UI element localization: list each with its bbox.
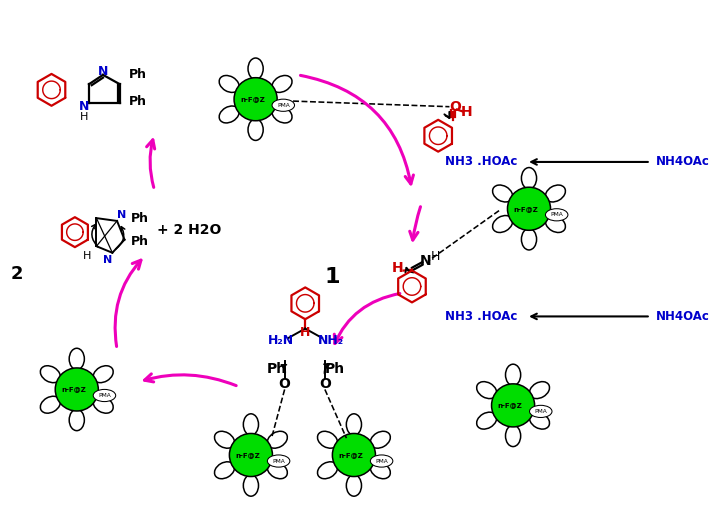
Ellipse shape [506,364,520,385]
Ellipse shape [521,229,537,250]
Text: PMA: PMA [375,458,388,464]
Text: Ph: Ph [131,212,149,224]
Text: O: O [279,377,291,391]
Ellipse shape [40,366,60,383]
Text: H: H [300,326,311,339]
Text: 1: 1 [325,267,340,287]
Text: n-F@Z: n-F@Z [240,96,265,102]
Text: H: H [392,261,403,275]
Ellipse shape [530,382,549,399]
Text: PMA: PMA [535,409,547,414]
Ellipse shape [215,462,235,479]
Ellipse shape [215,431,235,448]
Ellipse shape [370,462,391,479]
Ellipse shape [346,414,362,435]
Text: n-F@Z: n-F@Z [62,386,86,392]
Text: N: N [103,255,112,265]
Ellipse shape [267,462,287,479]
Text: Ph: Ph [325,362,345,376]
Text: H: H [430,250,440,263]
Ellipse shape [318,431,337,448]
Ellipse shape [370,455,393,467]
Circle shape [491,384,535,427]
Ellipse shape [346,475,362,496]
Text: Ph: Ph [131,235,149,248]
Text: PMA: PMA [550,212,563,218]
Ellipse shape [272,106,292,123]
Text: + 2 H2O: + 2 H2O [157,223,222,237]
Ellipse shape [272,99,294,111]
Text: PMA: PMA [272,458,285,464]
Ellipse shape [219,76,239,92]
Ellipse shape [545,209,568,221]
Text: 2: 2 [11,265,23,284]
Text: N: N [117,210,126,220]
Text: Ph: Ph [267,362,287,376]
Text: Ph: Ph [129,68,147,81]
Text: NH3 .HOAc: NH3 .HOAc [445,310,517,323]
Circle shape [230,433,272,477]
Ellipse shape [545,215,565,232]
Ellipse shape [545,185,565,202]
Text: n-F@Z: n-F@Z [235,452,260,458]
Ellipse shape [318,462,337,479]
Text: H: H [83,251,91,261]
Ellipse shape [267,455,290,467]
Circle shape [55,368,99,411]
Text: n-F@Z: n-F@Z [514,206,539,212]
Ellipse shape [248,119,263,140]
Ellipse shape [93,396,113,413]
Ellipse shape [69,348,84,370]
Text: H: H [80,112,89,122]
Text: n-F@Z: n-F@Z [339,452,364,458]
Text: O: O [449,100,461,114]
Text: Ph: Ph [129,95,147,108]
Text: n-F@Z: n-F@Z [498,402,523,408]
Ellipse shape [93,366,113,383]
Ellipse shape [476,412,496,429]
Ellipse shape [267,431,287,448]
Circle shape [333,433,376,477]
Ellipse shape [530,406,552,418]
Text: N: N [420,254,432,268]
Ellipse shape [476,382,496,399]
Ellipse shape [243,475,259,496]
Text: NH4OAc: NH4OAc [655,310,709,323]
Text: PMA: PMA [277,103,290,108]
Text: PMA: PMA [98,393,111,398]
Ellipse shape [493,215,513,232]
Text: NH3 .HOAc: NH3 .HOAc [445,155,517,168]
Ellipse shape [272,76,292,92]
Text: NH4OAc: NH4OAc [655,155,709,168]
Ellipse shape [493,185,513,202]
Circle shape [234,78,277,121]
Text: H: H [460,105,472,119]
Ellipse shape [243,414,259,435]
Text: O: O [319,377,331,391]
Ellipse shape [219,106,239,123]
Text: N: N [98,64,108,78]
Ellipse shape [69,409,84,431]
Ellipse shape [40,396,60,413]
Ellipse shape [521,167,537,189]
Ellipse shape [93,390,116,402]
Ellipse shape [506,425,520,447]
Ellipse shape [530,412,549,429]
Text: N: N [79,100,89,113]
Text: H₂N: H₂N [268,334,294,347]
Circle shape [508,187,550,230]
Ellipse shape [248,58,263,79]
Text: NH₂: NH₂ [318,334,344,347]
Ellipse shape [370,431,391,448]
